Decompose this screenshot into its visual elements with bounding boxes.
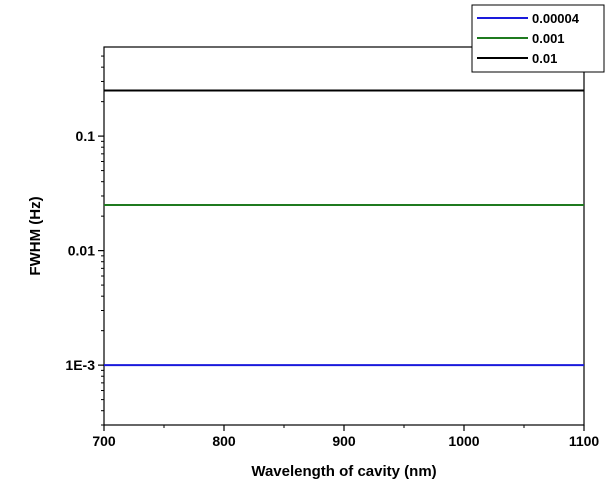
legend-label-1: 0.001 [532,31,565,46]
x-tick-label: 1100 [569,433,600,449]
x-tick-label: 1000 [448,433,479,449]
minor-ticks [101,55,525,428]
y-tick-label: 0.1 [76,128,96,144]
legend: 0.00004 0.001 0.01 [471,4,605,73]
x-tick-label: 800 [212,433,236,449]
legend-label-2: 0.01 [532,51,557,66]
y-tick-label: 1E-3 [65,357,95,373]
x-tick-label: 900 [332,433,356,449]
legend-label-0: 0.00004 [532,11,580,26]
y-axis: 1E-3 0.01 0.1 [65,128,104,373]
series-lines [104,89,584,367]
y-axis-title: FWHM (Hz) [27,196,44,275]
y-tick-label: 0.01 [68,243,95,259]
plot-frame [103,46,585,426]
x-axis-title: Wavelength of cavity (nm) [251,463,436,480]
x-tick-label: 700 [92,433,116,449]
x-axis: 700 800 900 1000 1100 [92,425,599,449]
plot-area [103,46,585,426]
